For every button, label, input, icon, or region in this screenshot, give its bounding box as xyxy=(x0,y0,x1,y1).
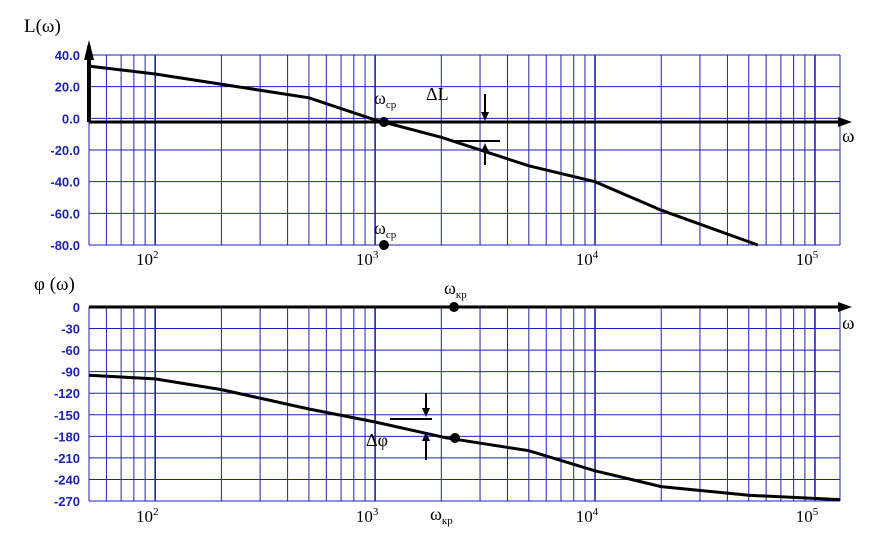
gain-margin-arrow-down-icon xyxy=(481,112,489,121)
y-tick-label: -180 xyxy=(54,429,80,444)
y-tick-label: 20.0 xyxy=(55,80,80,95)
gain-margin-label: ΔL xyxy=(426,84,449,104)
y-tick-label: -240 xyxy=(54,472,80,487)
magnitude-grid xyxy=(88,54,841,246)
y-tick-label: -80.0 xyxy=(50,238,80,253)
crossover-marker xyxy=(379,240,389,250)
y-tick-label: -90 xyxy=(61,365,80,380)
y-tick-label: 0.0 xyxy=(62,111,80,126)
magnitude-y-label: L(ω) xyxy=(24,16,61,37)
magnitude-x-label: ω xyxy=(842,126,855,147)
phase-x-label: ω xyxy=(842,313,855,334)
magnitude-y-ticks: 40.0 20.0 0.0 -20.0 -40.0 -60.0 -80.0 xyxy=(50,48,80,253)
magnitude-y-arrow-icon xyxy=(84,40,94,60)
x-tick-label: 103 xyxy=(356,249,379,269)
y-tick-label: -120 xyxy=(54,386,80,401)
critical-label-bottom: ωкр xyxy=(430,504,453,527)
phase-margin-arrow-up-icon xyxy=(422,432,430,441)
phase-y-label: φ (ω) xyxy=(34,274,75,295)
y-tick-label: 40.0 xyxy=(55,48,80,63)
critical-point-top xyxy=(449,302,459,312)
x-tick-label: 104 xyxy=(576,249,599,269)
phase-plot: 0-30-60-90-120-150-180-210-240-270 102 10… xyxy=(34,274,855,527)
critical-label-top: ωкр xyxy=(444,278,467,301)
x-tick-label: 105 xyxy=(796,506,819,526)
x-tick-label: 104 xyxy=(576,506,599,526)
phase-x-ticks: 102 103 104 105 xyxy=(136,506,819,526)
y-tick-label: -40.0 xyxy=(50,175,80,190)
magnitude-x-ticks: 102 103 104 105 xyxy=(136,249,819,269)
x-tick-label: 103 xyxy=(356,506,379,526)
phase-margin-label: Δφ xyxy=(366,430,388,450)
crossover-label-bottom: ωср xyxy=(374,218,397,241)
magnitude-curve xyxy=(88,64,759,247)
y-tick-label: -150 xyxy=(54,408,80,423)
y-tick-label: -30 xyxy=(61,322,80,337)
y-tick-label: -60.0 xyxy=(50,206,80,221)
y-tick-label: 0 xyxy=(73,300,80,315)
y-tick-label: -210 xyxy=(54,451,80,466)
phase-plot-area xyxy=(89,307,840,501)
gain-margin-arrow-up-icon xyxy=(481,143,489,152)
y-tick-label: -20.0 xyxy=(50,143,80,158)
magnitude-plot: 40.020.00.0-20.0-40.0-60.0-80.0 102 103 10… xyxy=(24,16,855,269)
crossover-label-top: ωср xyxy=(374,88,397,111)
x-tick-label: 102 xyxy=(136,249,159,269)
phase-y-ticks: 0 -30 -60 -90 -120 -150 -180 -210 -240 -270 xyxy=(54,300,80,509)
x-tick-label: 105 xyxy=(796,249,819,269)
y-tick-label: -60 xyxy=(61,343,80,358)
phase-margin-arrow-down-icon xyxy=(422,408,430,417)
x-tick-label: 102 xyxy=(136,506,159,526)
y-tick-label: -270 xyxy=(54,494,80,509)
phase-x-arrow-icon xyxy=(838,302,852,312)
magnitude-x-arrow-icon xyxy=(838,117,852,127)
crossover-point xyxy=(379,117,389,127)
phase-curve xyxy=(88,373,841,502)
critical-point-curve xyxy=(450,433,460,443)
